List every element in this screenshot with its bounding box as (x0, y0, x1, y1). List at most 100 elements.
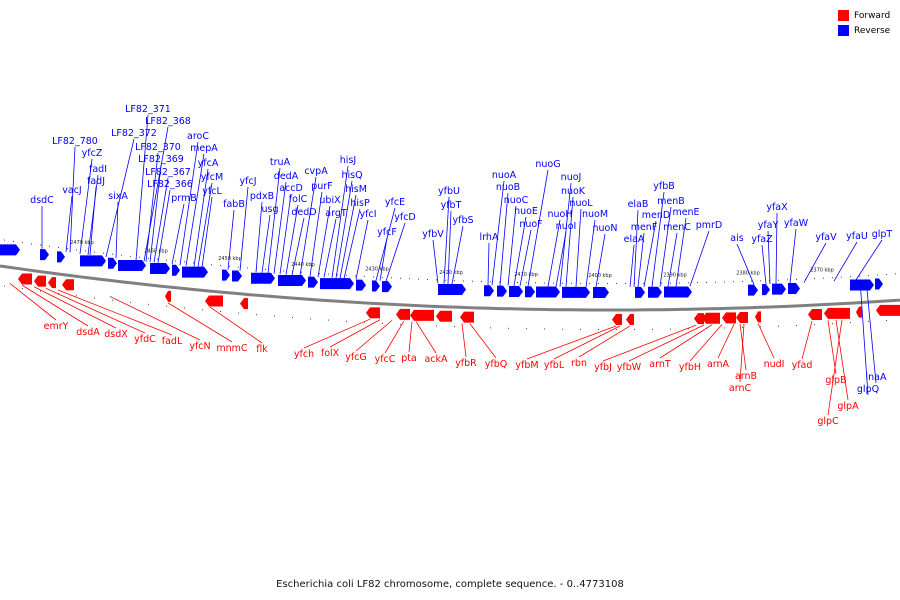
reverse-gene-label: yfaX (766, 202, 788, 213)
reverse-gene-label: LF82_780 (52, 136, 98, 147)
forward-gene-label: yfcC (375, 354, 396, 365)
reverse-gene-leader (629, 244, 635, 287)
track-dot (157, 258, 158, 260)
track-dot (715, 281, 716, 283)
forward-gene-label: glpC (817, 416, 839, 427)
forward-gene-leader (329, 319, 381, 348)
reverse-gene-leader (145, 152, 159, 262)
reverse-gene-leader (153, 177, 169, 263)
track-dot (868, 275, 869, 277)
reverse-gene-leader (197, 182, 213, 267)
reverse-gene-leader (143, 126, 169, 262)
track-dot (823, 277, 824, 279)
reverse-gene-leader (69, 146, 76, 253)
track-dot (562, 282, 563, 284)
forward-gene-label: dsdX (104, 329, 128, 340)
reverse-gene-label: yfbU (438, 186, 460, 197)
track-dot (112, 253, 113, 255)
reverse-gene-leader (339, 194, 357, 279)
forward-gene-leader (578, 325, 631, 358)
track-dot (13, 240, 14, 242)
track-dot (184, 261, 185, 263)
reverse-gene-label: yfcZ (82, 148, 103, 159)
forward-gene-label: rbn (571, 358, 587, 369)
track-dot (796, 324, 797, 326)
reverse-gene-label: cvpA (304, 166, 328, 177)
track-dot (373, 276, 374, 278)
track-dot (238, 312, 239, 314)
track-dot (724, 327, 725, 329)
reverse-gene-label: hisQ (341, 170, 362, 181)
reverse-gene-leader (375, 207, 396, 281)
reverse-gene-arrow (108, 257, 117, 269)
reverse-gene-label: elaA (624, 234, 645, 245)
reverse-gene-leader (379, 237, 388, 281)
track-dot (589, 282, 590, 284)
track-dot (112, 299, 113, 301)
track-dot (319, 273, 320, 274)
reverse-gene-arrow (172, 264, 180, 276)
reverse-gene-label: usg (261, 204, 278, 215)
reverse-gene-label: yfcJ (240, 176, 257, 187)
reverse-gene-arrow (222, 269, 230, 281)
reverse-gene-leader (767, 230, 771, 284)
reverse-gene-arrow (57, 251, 65, 263)
legend: Forward Reverse (838, 8, 890, 38)
reverse-gene-label: fabB (223, 199, 245, 210)
track-dot (166, 259, 167, 261)
forward-gene-leader (461, 323, 467, 358)
reverse-gene-leader (343, 208, 361, 279)
reverse-gene-label: yfbB (653, 181, 675, 192)
reverse-gene-label: dsdC (30, 195, 54, 206)
track-dot (886, 274, 887, 275)
forward-gene-arrow (702, 312, 720, 324)
track-dot (814, 278, 815, 280)
forward-gene-leader (9, 283, 57, 321)
track-dot (508, 327, 509, 329)
track-dot (418, 278, 419, 280)
track-dot (247, 267, 248, 269)
reverse-gene-label: LF82_371 (125, 104, 171, 115)
reverse-gene-arrow (232, 270, 242, 282)
track-dot (850, 322, 851, 324)
reverse-gene-arrow (80, 255, 106, 267)
reverse-gene-leader (105, 138, 135, 258)
reverse-gene-leader (865, 279, 877, 384)
reverse-gene-label: nuoH (548, 209, 573, 220)
reverse-gene-label: LF82_368 (145, 116, 191, 127)
track-dot (868, 321, 869, 323)
reverse-gene-leader (633, 209, 639, 287)
reverse-gene-label: LF82_372 (111, 128, 157, 139)
reverse-gene-leader (432, 239, 439, 284)
reverse-gene-label: yfbT (441, 200, 462, 211)
reverse-gene-label: accD (279, 183, 303, 194)
reverse-gene-leader (317, 205, 331, 277)
reverse-gene-arrow (320, 278, 354, 290)
reverse-gene-leader (279, 193, 292, 275)
forward-gene-leader (827, 320, 837, 375)
reverse-gene-leader (89, 186, 97, 256)
reverse-gene-leader (499, 192, 509, 286)
track-dot (670, 282, 671, 284)
track-dot (292, 317, 293, 318)
forward-gene-leader (717, 324, 735, 359)
track-dot (850, 276, 851, 278)
reverse-gene-label: LF82_367 (145, 167, 191, 178)
reverse-gene-leader (239, 186, 249, 271)
track-dot (40, 290, 41, 292)
reverse-gene-arrow (382, 281, 392, 293)
forward-gene-leader (21, 284, 89, 327)
forward-gene-label: flk (256, 344, 268, 355)
reverse-gene-label: yfcA (198, 158, 219, 169)
scale-tick-label: 2430 kbp (365, 267, 389, 273)
forward-gene-arrow (410, 309, 434, 321)
forward-gene-arrow (876, 304, 900, 316)
track-dot (544, 282, 545, 284)
reverse-gene-arrow (762, 284, 770, 296)
forward-gene-leader (553, 325, 621, 360)
reverse-gene-label: pmrD (696, 220, 723, 231)
track-dot (886, 320, 887, 321)
reverse-gene-label: menF (631, 222, 658, 233)
reverse-gene-label: glpT (872, 229, 893, 240)
reverse-gene-label: fadJ (87, 176, 105, 187)
